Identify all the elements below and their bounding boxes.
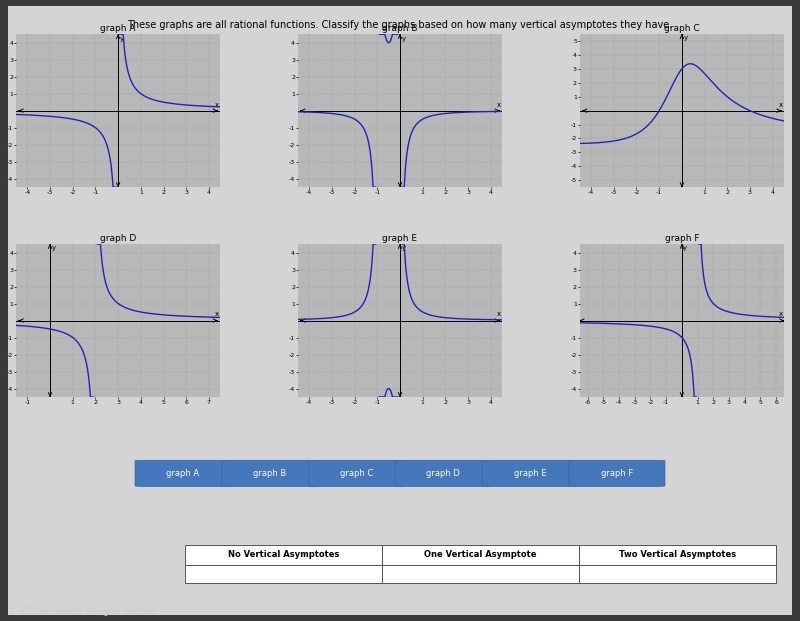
Text: y: y [683,245,687,252]
Bar [579,565,776,583]
Text: y: y [120,35,124,42]
FancyBboxPatch shape [309,460,405,486]
Text: graph D: graph D [426,469,460,478]
Text: These graphs are all rational functions. Classify the graphs based on how many v: These graphs are all rational functions.… [127,20,673,30]
Text: © 2022 Edmentum. All rights reserved.: © 2022 Edmentum. All rights reserved. [8,607,159,616]
Text: Two Vertical Asymptotes: Two Vertical Asymptotes [619,550,736,559]
Text: y: y [402,245,406,252]
Text: graph A: graph A [166,469,200,478]
Text: y: y [402,35,406,42]
Title: graph D: graph D [100,234,136,243]
FancyBboxPatch shape [395,460,491,486]
Text: graph F: graph F [601,469,633,478]
Text: graph B: graph B [253,469,286,478]
Title: graph E: graph E [382,234,418,243]
Text: x: x [497,312,501,317]
Text: x: x [215,102,219,107]
Text: y: y [684,35,688,41]
Bar [382,545,579,564]
Text: graph C: graph C [340,469,374,478]
Title: graph B: graph B [382,24,418,34]
Text: x: x [215,312,219,317]
Text: y: y [52,245,56,252]
Bar [185,565,382,583]
Text: One Vertical Asymptote: One Vertical Asymptote [424,550,537,559]
Title: graph C: graph C [664,24,700,34]
FancyBboxPatch shape [482,460,578,486]
FancyBboxPatch shape [569,460,665,486]
Title: graph A: graph A [100,24,136,34]
Bar [382,565,579,583]
FancyBboxPatch shape [222,460,318,486]
Bar [579,545,776,564]
Bar [185,545,382,564]
Text: x: x [497,102,501,107]
Text: No Vertical Asymptotes: No Vertical Asymptotes [228,550,339,559]
Title: graph F: graph F [665,234,699,243]
Text: x: x [778,102,783,108]
FancyBboxPatch shape [135,460,231,486]
Text: graph E: graph E [514,469,546,478]
Text: x: x [779,312,783,317]
